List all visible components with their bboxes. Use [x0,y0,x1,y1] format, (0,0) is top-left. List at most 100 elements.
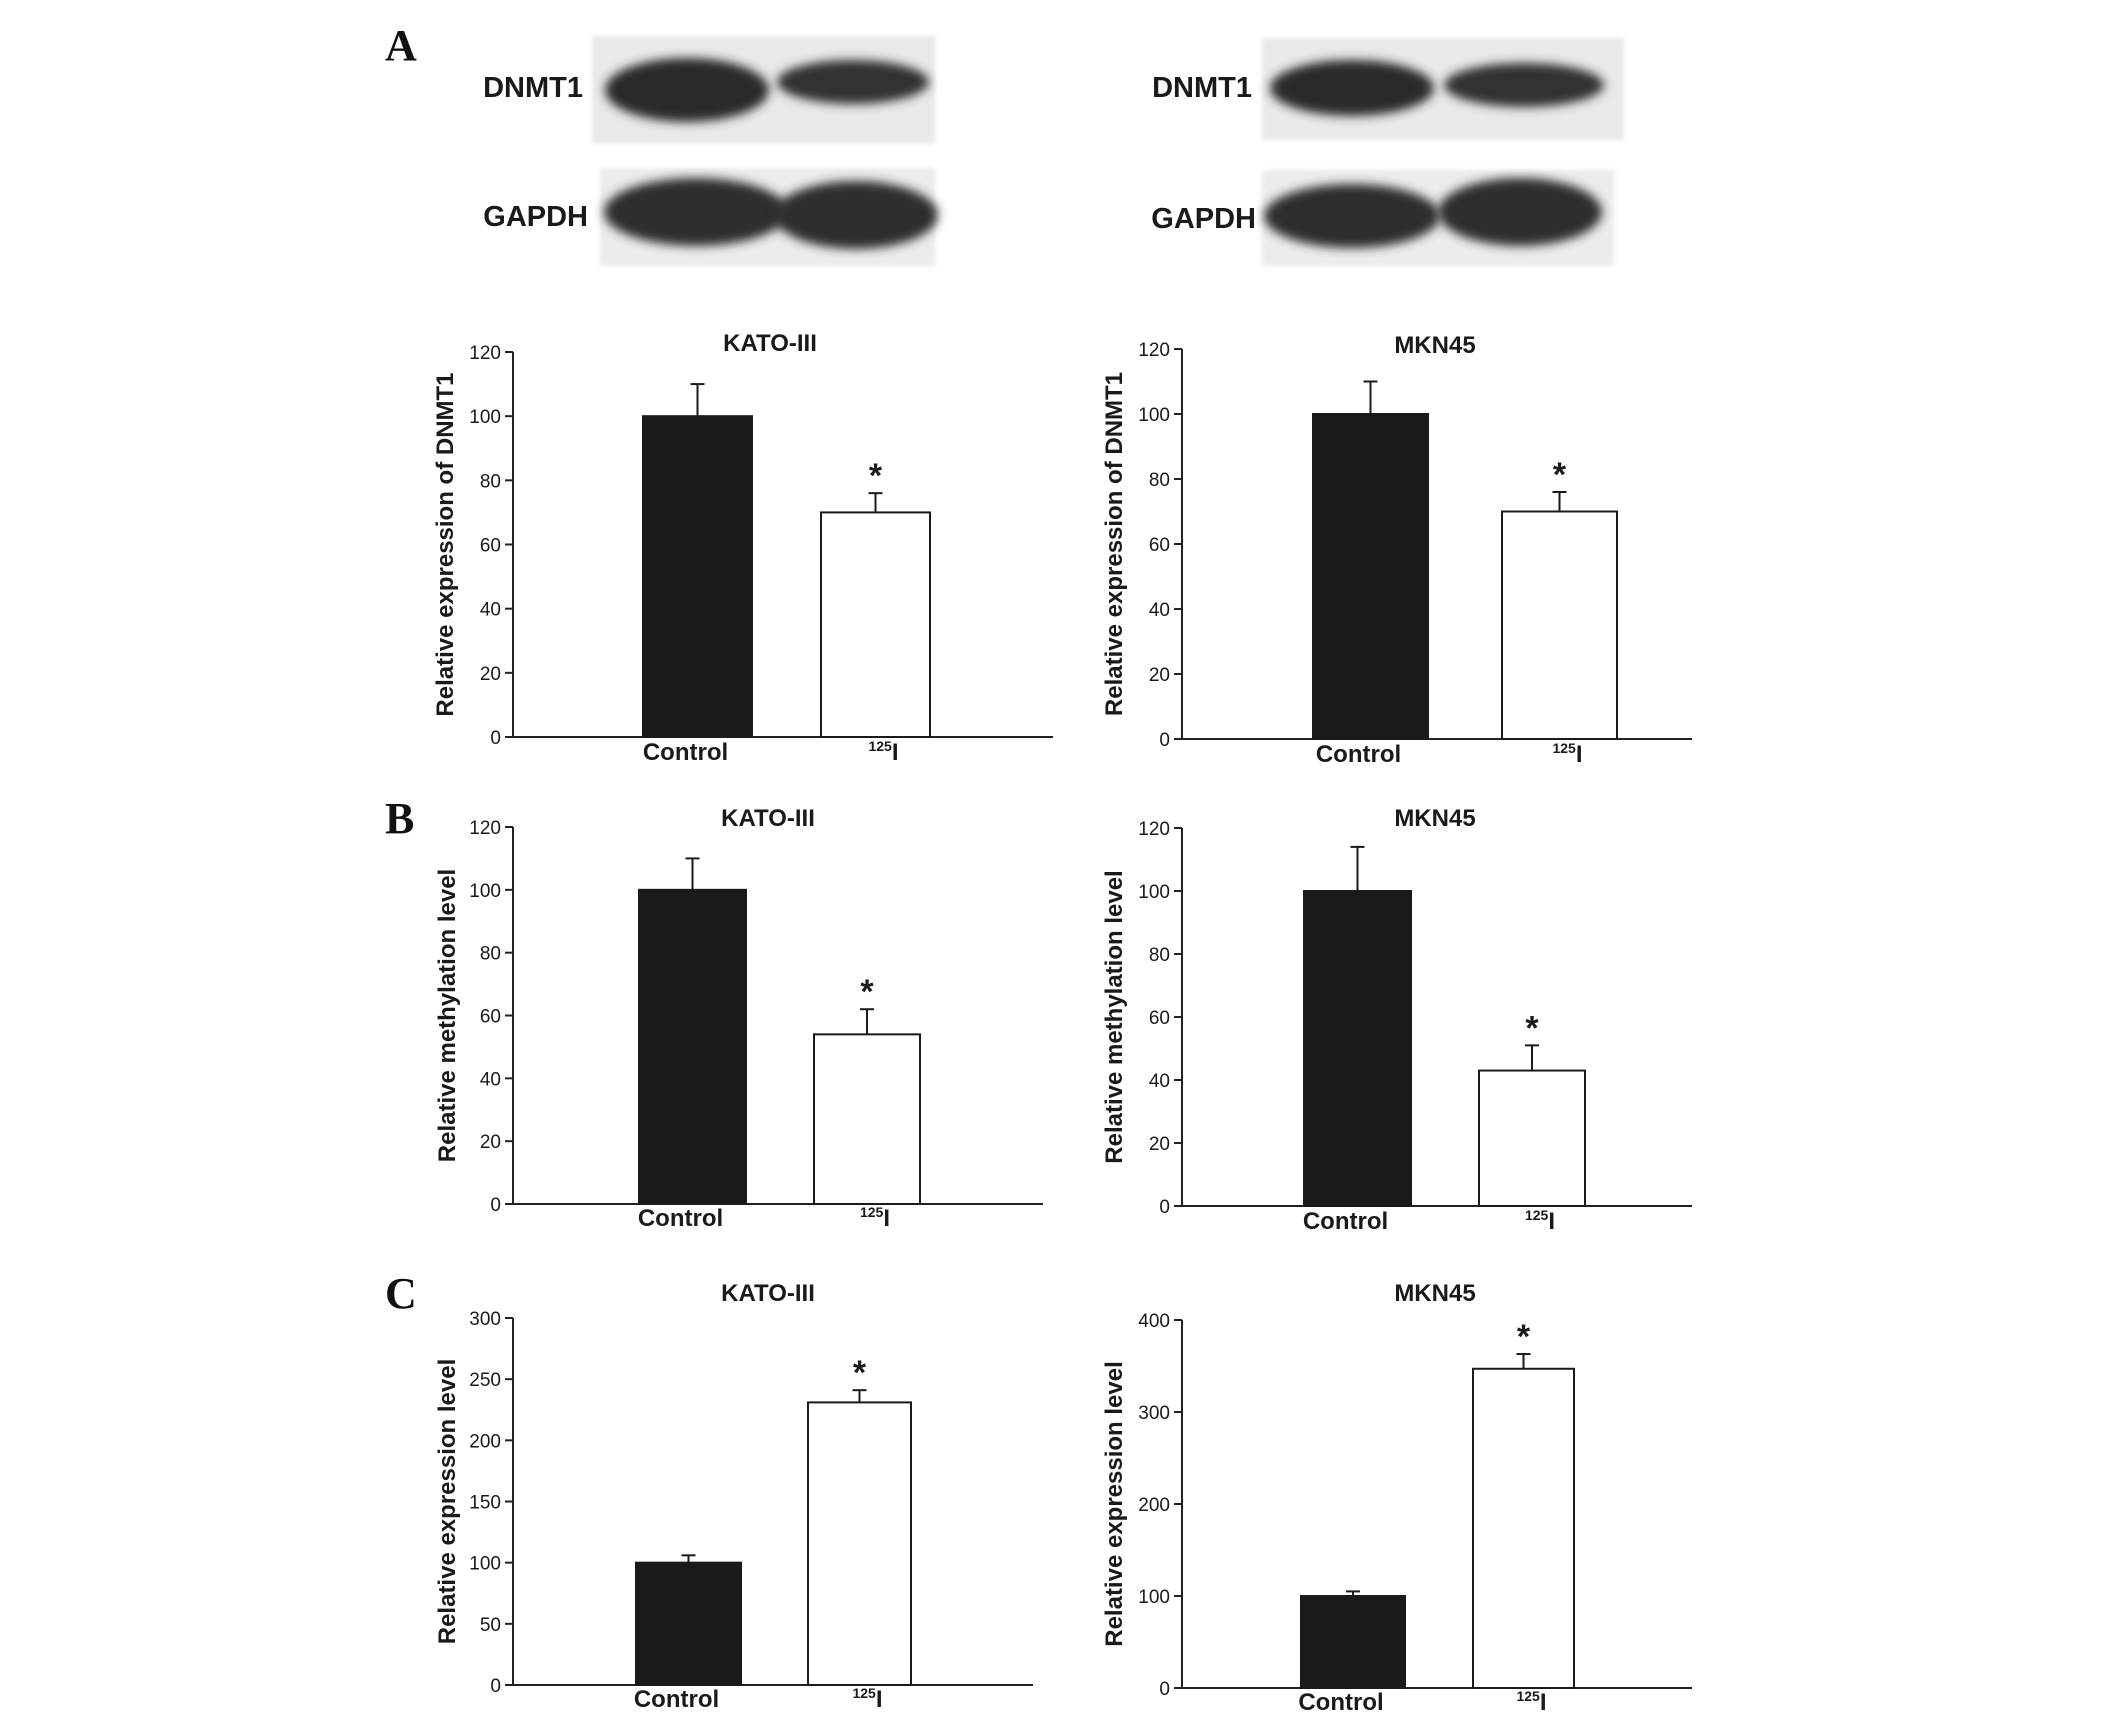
bar-chart: KATO-III Relative expression of DNMT1 0 20 4… [432,330,1053,766]
y-tick-label: 40 [480,600,501,621]
y-tick-label: 200 [1138,1495,1170,1516]
y-tick-label: 200 [469,1431,501,1452]
blot-mkn45: DNMT1 GAPDH [1151,38,1624,266]
bar [807,1401,912,1687]
y-axis-label: Relative expression level [434,1359,461,1645]
x-category-label: 125I [1552,740,1582,768]
y-tick-label: 250 [469,1370,501,1391]
bar-chart: MKN45 Relative expression level 0 100 200 300… [1101,1280,1692,1715]
blot-band [605,58,769,122]
y-tick-label: 40 [1149,1071,1170,1092]
category-main: I [1548,1208,1555,1235]
bar-chart: MKN45 Relative methylation level 0 20 40 60 80… [1101,805,1692,1235]
y-tick-label: 40 [480,1069,501,1090]
x-category-label: Control [1298,1689,1383,1715]
blot-band [1438,178,1602,246]
blot-band [604,178,788,246]
x-category-label: Control [1316,741,1401,768]
x-category-label: 125I [868,738,898,766]
bar [635,1561,742,1686]
significance-marker: * [1525,1009,1539,1047]
blot-band [1264,184,1440,248]
y-tick-label: 20 [1149,1134,1170,1155]
x-category-label: 125I [852,1685,882,1713]
y-tick-label: 50 [480,1615,501,1636]
significance-marker: * [853,1354,867,1392]
y-tick-label: 150 [469,1493,501,1514]
blot-band [774,181,938,249]
x-category-label: 125I [1516,1688,1546,1715]
y-tick-label: 0 [490,1676,501,1697]
bar [1478,1069,1586,1208]
y-tick-label: 100 [1138,882,1170,903]
bar [642,415,753,738]
chart-title: MKN45 [1394,1280,1475,1307]
y-tick-label: 300 [469,1309,501,1330]
y-axis-label: Relative expression level [1101,1361,1128,1647]
y-tick-label: 60 [480,1007,501,1028]
bar-chart: KATO-III Relative expression level 0 50 100 1… [434,1280,1033,1713]
x-category-label: Control [643,739,728,766]
blot-kato: DNMT1 GAPDH [483,36,938,266]
category-superscript: 125 [1552,740,1576,756]
bar-chart: KATO-III Relative methylation level 0 20 40 6… [434,805,1043,1232]
chart-title: MKN45 [1394,332,1475,359]
blot-band [1270,60,1434,116]
blot-label-gapdh: GAPDH [483,201,588,233]
y-tick-label: 40 [1149,600,1170,621]
y-tick-label: 120 [469,343,501,364]
chart-title: MKN45 [1394,805,1475,832]
category-main: I [1540,1689,1547,1715]
bar [820,511,931,739]
y-axis-label: Relative methylation level [434,869,461,1162]
category-superscript: 125 [1516,1688,1540,1704]
charts: KATO-III Relative expression of DNMT1 0 20 4… [432,330,1692,1715]
category-superscript: 125 [1525,1207,1549,1223]
blot-label-dnmt1: DNMT1 [483,72,583,104]
y-tick-label: 100 [1138,1587,1170,1608]
y-tick-label: 20 [1149,665,1170,686]
y-tick-label: 120 [1138,340,1170,361]
y-tick-label: 60 [1149,1008,1170,1029]
blot-label-dnmt1: DNMT1 [1152,72,1252,104]
significance-marker: * [1553,456,1567,494]
chart-title: KATO-III [721,805,815,832]
y-tick-label: 0 [1159,1679,1170,1700]
significance-marker: * [869,457,883,495]
y-tick-label: 100 [469,407,501,428]
category-main: I [876,1686,883,1713]
y-tick-label: 0 [1159,1197,1170,1218]
chart-title: KATO-III [723,330,817,357]
y-axis-label: Relative expression of DNMT1 [432,372,459,716]
chart-title: KATO-III [721,1280,815,1307]
x-category-label: 125I [860,1204,890,1232]
y-tick-label: 20 [480,664,501,685]
y-tick-label: 400 [1138,1311,1170,1332]
y-tick-label: 0 [490,728,501,749]
category-main: I [883,1205,890,1232]
bar [1303,890,1412,1207]
y-tick-label: 0 [490,1195,501,1216]
y-tick-label: 80 [1149,945,1170,966]
y-tick-label: 60 [1149,535,1170,556]
bar [1501,510,1618,740]
bar [1312,413,1429,740]
y-tick-label: 80 [1149,470,1170,491]
bar [1300,1595,1406,1689]
category-main: I [1576,741,1583,768]
y-tick-label: 120 [1138,819,1170,840]
y-tick-label: 60 [480,536,501,557]
significance-marker: * [1517,1318,1531,1356]
blot-label-gapdh: GAPDH [1151,203,1256,235]
category-superscript: 125 [868,738,892,754]
panel-letter-b: B [385,794,414,843]
y-axis-label: Relative expression of DNMT1 [1101,372,1128,716]
bar-chart: MKN45 Relative expression of DNMT1 0 20 40 60… [1101,332,1692,768]
y-tick-label: 80 [480,944,501,965]
panel-letter-a: A [385,21,417,70]
bar [638,888,747,1205]
category-superscript: 125 [860,1204,884,1220]
x-category-label: Control [1303,1208,1388,1235]
y-tick-label: 0 [1159,730,1170,751]
